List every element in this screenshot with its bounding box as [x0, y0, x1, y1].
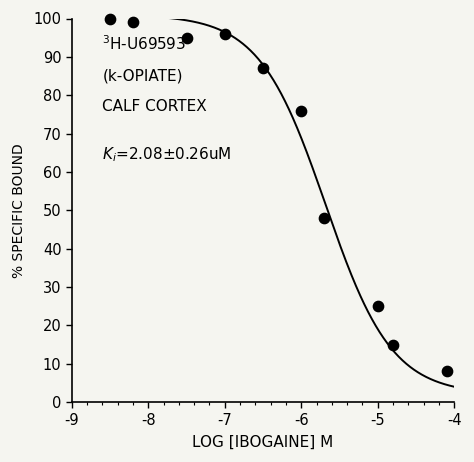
- Point: [374, 303, 382, 310]
- Point: [129, 18, 137, 26]
- Point: [221, 30, 228, 37]
- Point: [320, 214, 328, 222]
- Text: (k-OPIATE): (k-OPIATE): [102, 68, 183, 83]
- Y-axis label: % SPECIFIC BOUND: % SPECIFIC BOUND: [12, 143, 27, 278]
- Point: [106, 15, 114, 22]
- Point: [443, 368, 450, 375]
- Point: [259, 65, 267, 72]
- Text: $K_i$=2.08±0.26uM: $K_i$=2.08±0.26uM: [102, 145, 232, 164]
- Point: [389, 341, 397, 348]
- Text: $^3$H-U69593: $^3$H-U69593: [102, 34, 186, 53]
- Point: [183, 34, 191, 42]
- X-axis label: LOG [IBOGAINE] M: LOG [IBOGAINE] M: [192, 434, 334, 450]
- Text: CALF CORTEX: CALF CORTEX: [102, 99, 207, 114]
- Point: [298, 107, 305, 114]
